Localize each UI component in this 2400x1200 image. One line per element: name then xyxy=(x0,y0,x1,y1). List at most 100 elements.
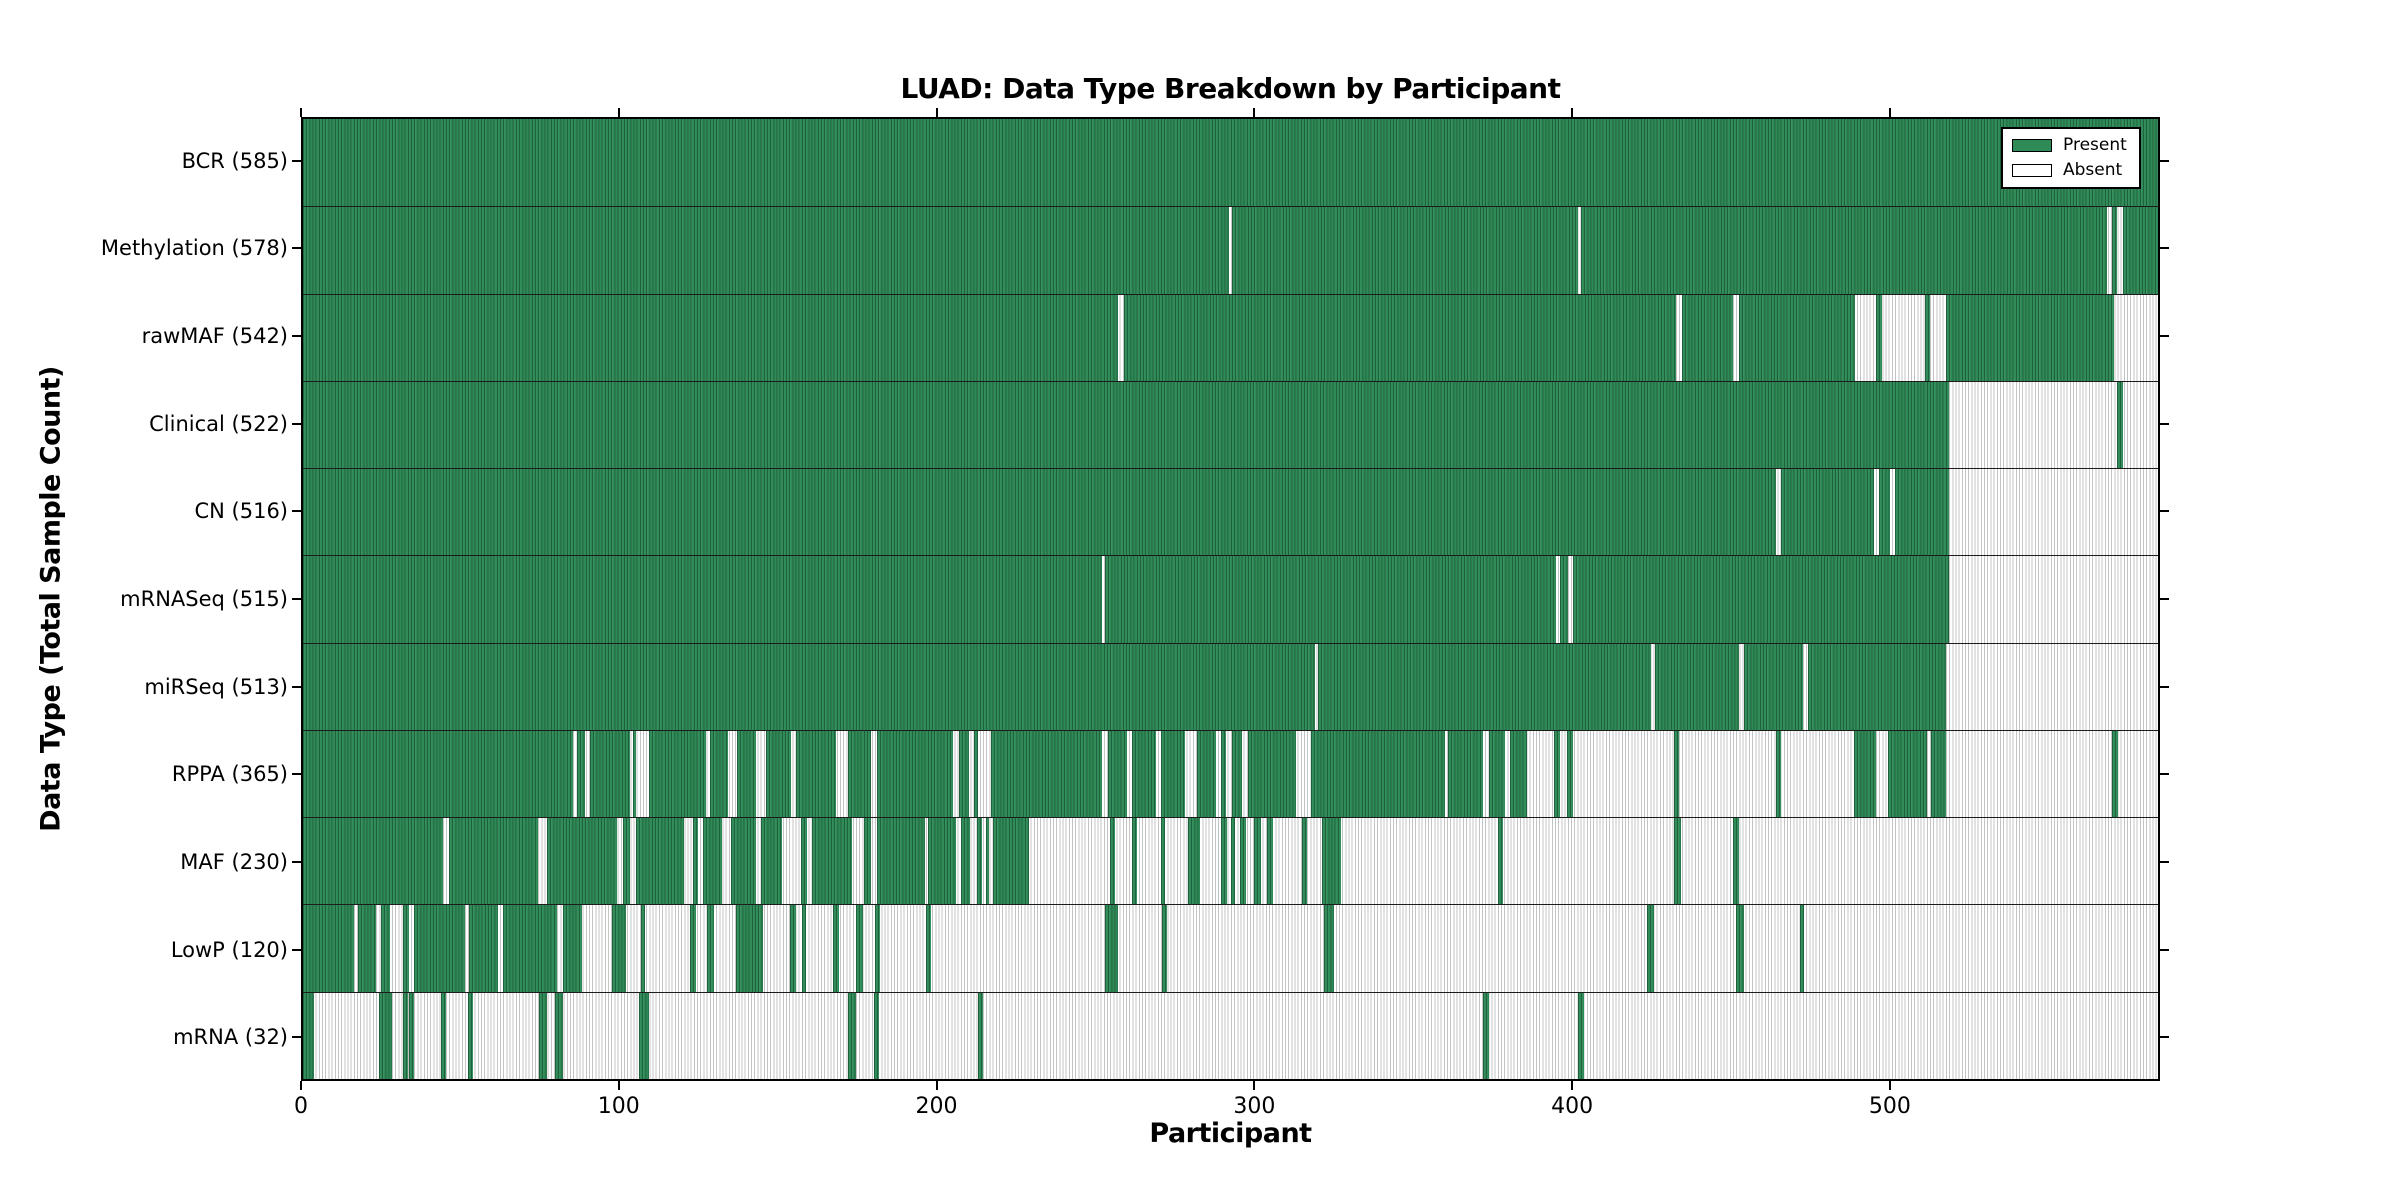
y-tick-right xyxy=(2160,510,2169,513)
present-segment xyxy=(973,730,979,818)
present-segment xyxy=(1807,643,1946,730)
present-segment xyxy=(1105,556,1556,643)
present-segment xyxy=(467,992,473,1079)
present-segment xyxy=(959,730,969,818)
present-segment xyxy=(731,818,757,905)
present-segment xyxy=(1580,207,2108,294)
present-segment xyxy=(765,730,792,818)
present-segment xyxy=(303,818,443,905)
present-segment xyxy=(640,905,646,992)
present-segment xyxy=(960,818,971,905)
present-segment xyxy=(1311,730,1445,818)
y-tick-left xyxy=(292,1036,301,1039)
y-tick-left xyxy=(292,422,301,425)
present-segment xyxy=(1894,469,1949,556)
absent-swatch-icon xyxy=(2012,164,2052,177)
present-segment xyxy=(1322,818,1342,905)
x-tick-bottom xyxy=(617,1081,620,1090)
row-mirseq xyxy=(303,642,2158,730)
present-segment xyxy=(1853,730,1876,818)
y-tick-left xyxy=(292,860,301,863)
x-tick-top xyxy=(1571,108,1574,117)
present-segment xyxy=(1108,730,1128,818)
present-segment xyxy=(440,992,446,1079)
present-segment xyxy=(303,992,315,1079)
y-tick-label-methylation: Methylation (578) xyxy=(100,236,288,261)
present-segment xyxy=(639,992,649,1079)
present-segment xyxy=(1105,905,1118,992)
present-segment xyxy=(927,818,957,905)
present-segment xyxy=(1780,469,1875,556)
present-segment xyxy=(635,818,684,905)
y-tick-right xyxy=(2160,773,2169,776)
present-segment xyxy=(1647,905,1654,992)
present-segment xyxy=(469,905,498,992)
present-segment xyxy=(873,992,879,1079)
present-segment xyxy=(1739,294,1856,381)
present-segment xyxy=(848,730,871,818)
present-segment xyxy=(1187,818,1201,905)
present-segment xyxy=(1799,905,1805,992)
x-tick-bottom xyxy=(1253,1081,1256,1090)
present-segment xyxy=(303,643,1315,730)
present-segment xyxy=(1447,730,1483,818)
x-tick-label-200: 200 xyxy=(915,1094,958,1119)
present-segment xyxy=(710,730,728,818)
y-tick-right xyxy=(2160,685,2169,688)
y-tick-right xyxy=(2160,860,2169,863)
present-segment xyxy=(1324,905,1334,992)
present-segment xyxy=(1132,818,1137,905)
x-tick-top xyxy=(300,108,302,117)
y-tick-left xyxy=(292,159,301,162)
y-tick-right xyxy=(2160,247,2169,250)
legend-label-absent: Absent xyxy=(2063,160,2123,180)
present-segment xyxy=(303,730,573,818)
x-tick-label-100: 100 xyxy=(597,1094,640,1119)
present-segment xyxy=(1160,818,1166,905)
present-segment xyxy=(1878,469,1891,556)
present-segment xyxy=(555,992,563,1079)
x-axis-label: Participant xyxy=(1149,1118,1312,1149)
y-tick-left xyxy=(292,510,301,513)
y-tick-label-bcr: BCR (585) xyxy=(181,148,288,173)
y-tick-label-maf: MAF (230) xyxy=(180,849,288,874)
y-tick-right xyxy=(2160,422,2169,425)
y-tick-label-lowp: LowP (120) xyxy=(170,937,288,962)
present-segment xyxy=(303,469,1776,556)
row-clinical xyxy=(303,380,2158,469)
present-segment xyxy=(1220,818,1228,905)
present-segment xyxy=(875,905,881,992)
present-segment xyxy=(832,905,839,992)
present-segment xyxy=(1553,730,1561,818)
present-segment xyxy=(1254,818,1261,905)
y-tick-label-mirseq: miRSeq (513) xyxy=(144,674,288,699)
present-segment xyxy=(789,905,797,992)
present-segment xyxy=(1317,643,1651,730)
x-tick-label-400: 400 xyxy=(1551,1094,1594,1119)
y-tick-right xyxy=(2160,1036,2169,1039)
present-segment xyxy=(547,818,617,905)
legend: Present Absent xyxy=(2001,127,2141,189)
present-segment xyxy=(811,818,852,905)
present-segment xyxy=(1232,207,1578,294)
present-segment xyxy=(2116,381,2124,469)
y-tick-label-clinical: Clinical (522) xyxy=(149,411,288,436)
chart-title: LUAD: Data Type Breakdown by Participant xyxy=(900,72,1561,105)
present-segment xyxy=(1509,730,1527,818)
present-segment xyxy=(1124,294,1676,381)
present-segment xyxy=(992,818,1030,905)
present-segment xyxy=(612,905,627,992)
y-tick-right xyxy=(2160,159,2169,162)
present-segment xyxy=(1566,730,1573,818)
row-maf xyxy=(303,817,2158,905)
present-segment xyxy=(1736,905,1745,992)
present-segment xyxy=(1220,730,1226,818)
present-segment xyxy=(589,730,630,818)
present-segment xyxy=(856,905,863,992)
present-segment xyxy=(802,905,806,992)
legend-label-present: Present xyxy=(2063,135,2127,155)
row-bcr xyxy=(303,119,2158,207)
present-segment xyxy=(577,730,586,818)
x-tick-top xyxy=(1888,108,1891,117)
